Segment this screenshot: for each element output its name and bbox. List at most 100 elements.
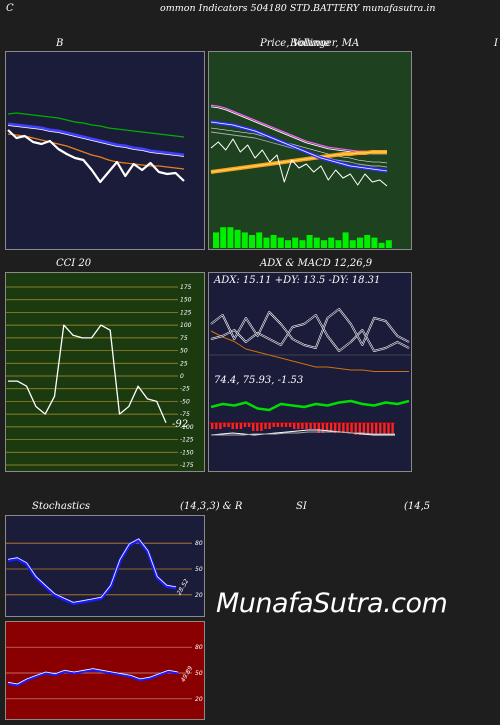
adx-line bbox=[210, 330, 409, 372]
volume-bar bbox=[299, 240, 306, 248]
rsi-params: (14,5 bbox=[404, 501, 431, 512]
ma-blue-highlight bbox=[210, 121, 388, 172]
volume-bar bbox=[213, 232, 219, 248]
adx-macd-panel: ADX: 15.11 +DY: 13.5 -DY: 18.31 74.4, 75… bbox=[208, 272, 412, 472]
macd-histogram-bar bbox=[223, 423, 226, 427]
macd-histogram-bar bbox=[284, 423, 288, 427]
cci-tick-label: 0 bbox=[180, 373, 184, 380]
panel-right-edge-label: I bbox=[494, 38, 498, 49]
volume-bar bbox=[234, 229, 241, 248]
volume-bar bbox=[371, 237, 378, 248]
cci-tick-label: 175 bbox=[180, 284, 192, 291]
adx-readout: ADX: 15.11 +DY: 13.5 -DY: 18.31 bbox=[214, 275, 381, 286]
macd-histogram-bar bbox=[321, 423, 325, 433]
stoch-params: (14,3,3) & R bbox=[180, 501, 243, 512]
macd-histogram-bar bbox=[243, 423, 247, 427]
macd-histogram-bar bbox=[391, 423, 394, 435]
panel-b-title: B bbox=[56, 38, 64, 49]
volume-bar bbox=[277, 237, 284, 248]
stoch-title: Stochastics bbox=[32, 501, 90, 512]
macd-histogram-bar bbox=[219, 423, 222, 429]
macd-histogram-bar bbox=[358, 423, 361, 435]
macd-histogram-bar bbox=[350, 423, 353, 433]
cci-tick-label: -25 bbox=[180, 386, 190, 393]
macd-histogram-bar bbox=[239, 423, 243, 429]
macd-signal-line bbox=[211, 431, 395, 436]
cci-tick-label: -100 bbox=[180, 424, 194, 431]
minus-di-line bbox=[210, 308, 410, 349]
macd-histogram-bar bbox=[264, 423, 267, 429]
macd-histogram-bar bbox=[280, 423, 284, 427]
cci-tick-label: 125 bbox=[180, 309, 192, 316]
bollinger-upper-line bbox=[7, 112, 185, 138]
macd-histogram-bar bbox=[325, 423, 329, 431]
macd-histogram-bar bbox=[313, 423, 316, 429]
volume-bar bbox=[328, 237, 335, 248]
macd-histogram-bar bbox=[288, 423, 292, 427]
volume-bar bbox=[378, 242, 385, 248]
macd-histogram-bar bbox=[252, 423, 255, 431]
rsi-panel: 80 50 20 49.89 bbox=[5, 621, 205, 720]
stoch-tick-label: 50 bbox=[195, 566, 203, 573]
bollinger-panel bbox=[5, 51, 205, 250]
macd-histogram-bar bbox=[256, 423, 259, 431]
macd-line bbox=[210, 429, 395, 436]
adx-green-line bbox=[210, 399, 410, 412]
rsi-title: SI bbox=[296, 501, 307, 512]
macd-histogram-bar bbox=[272, 423, 275, 427]
macd-histogram-bar bbox=[227, 423, 230, 427]
rsi-tick-label: 20 bbox=[195, 696, 203, 703]
macd-histogram-bar bbox=[268, 423, 271, 429]
macd-histogram-bar bbox=[305, 423, 308, 429]
cci-tick-label: -50 bbox=[180, 398, 190, 405]
macd-histogram-bar bbox=[379, 423, 382, 435]
volume-bar bbox=[227, 227, 234, 248]
volume-bar bbox=[263, 237, 270, 248]
macd-histogram-bar bbox=[387, 423, 390, 435]
macd-histogram-bar bbox=[293, 423, 296, 429]
plus-di-inner bbox=[210, 314, 410, 352]
volume-bar bbox=[349, 240, 356, 248]
cci-tick-label: 100 bbox=[180, 322, 192, 329]
volume-bar bbox=[220, 227, 227, 248]
volume-bar bbox=[364, 235, 371, 248]
cci-tick-label: 25 bbox=[180, 360, 188, 367]
cci-tick-label: -75 bbox=[180, 411, 190, 418]
moving-average-highlight bbox=[7, 125, 185, 157]
macd-histogram-bar bbox=[309, 423, 312, 429]
macd-histogram-bar bbox=[370, 423, 374, 435]
rsi-current-value: 49.89 bbox=[180, 665, 195, 684]
volume-bar bbox=[313, 237, 320, 248]
stochastics-panel: 80 50 20 28.52 bbox=[5, 515, 205, 617]
rsi-line bbox=[7, 668, 179, 687]
price-volume-chart bbox=[210, 104, 392, 248]
macd-histogram-bar bbox=[329, 423, 333, 431]
stoch-current-value: 28.52 bbox=[176, 578, 191, 597]
header-letter: C bbox=[6, 3, 14, 14]
stochastics-chart: 80 50 20 28.52 bbox=[6, 538, 203, 606]
cci-tick-label: 75 bbox=[180, 335, 188, 342]
ma-grey-line-2 bbox=[210, 127, 388, 164]
volume-bar bbox=[357, 237, 363, 248]
macd-histogram-bar bbox=[366, 423, 370, 435]
rsi-chart: 80 50 20 49.89 bbox=[6, 644, 203, 703]
macd-histogram-bar bbox=[375, 423, 378, 435]
volume-bar bbox=[292, 237, 299, 248]
macd-histogram-bar bbox=[211, 423, 214, 429]
ma-pink-line bbox=[210, 104, 387, 153]
cci-panel: 175 150 125 100 75 50 25 0 -25 -50 -75 -100 -125 -150… bbox=[5, 272, 205, 472]
stoch-tick-label: 80 bbox=[195, 540, 203, 547]
macd-histogram-bar bbox=[247, 423, 251, 427]
volume-bar bbox=[270, 235, 277, 248]
stoch-d-line bbox=[7, 538, 177, 603]
rsi-highlight bbox=[7, 668, 179, 685]
macd-histogram-bar bbox=[342, 423, 345, 433]
moving-average-line bbox=[7, 122, 185, 157]
minus-di-inner bbox=[210, 308, 410, 349]
price-line bbox=[210, 138, 388, 187]
volume-bar bbox=[306, 235, 313, 248]
cci-line bbox=[8, 324, 167, 424]
adx-macd-title: ADX & MACD 12,26,9 bbox=[260, 258, 373, 269]
page-title: ommon Indicators 504180 STD.BATTERY muna… bbox=[160, 3, 436, 14]
macd-histogram-bar bbox=[235, 423, 238, 429]
